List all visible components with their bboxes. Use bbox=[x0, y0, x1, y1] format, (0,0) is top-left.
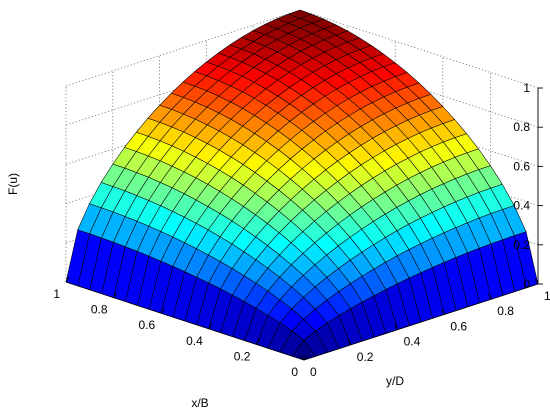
surface-face bbox=[291, 355, 305, 361]
y-tick-mark bbox=[534, 278, 539, 285]
surface-face bbox=[196, 324, 210, 330]
surface-face bbox=[397, 325, 410, 330]
surface-face bbox=[184, 320, 198, 326]
x-tick-mark bbox=[113, 292, 117, 298]
x-axis-label: x/B bbox=[191, 396, 208, 410]
grid-line bbox=[299, 9, 539, 89]
z-tick-label: 0.4 bbox=[513, 199, 530, 213]
surface-face bbox=[315, 352, 328, 357]
x-tick-label: 0 bbox=[291, 365, 298, 379]
x-tick-mark bbox=[208, 323, 213, 330]
z-tick-label: 0.2 bbox=[513, 238, 530, 252]
surface-face bbox=[137, 305, 150, 310]
grid-line bbox=[299, 48, 539, 128]
surface-face bbox=[444, 310, 457, 315]
y-tick-label: 0.8 bbox=[497, 304, 514, 318]
surface-face bbox=[373, 333, 387, 338]
y-tick-mark bbox=[394, 324, 398, 330]
y-tick-mark bbox=[300, 354, 305, 361]
z-tick-label: 0.8 bbox=[513, 120, 530, 134]
x-tick-label: 0.8 bbox=[91, 303, 108, 317]
surface-face bbox=[502, 291, 515, 296]
surface-face bbox=[420, 317, 433, 323]
surface-face bbox=[89, 289, 102, 294]
x-tick-label: 0.6 bbox=[139, 318, 156, 332]
surface-face bbox=[244, 340, 257, 345]
y-tick-mark bbox=[347, 339, 352, 346]
y-tick-label: 0.6 bbox=[450, 319, 467, 333]
surface-face bbox=[467, 302, 480, 308]
surface-face bbox=[455, 306, 469, 311]
y-tick-label: 0.4 bbox=[404, 335, 421, 349]
y-axis-label: y/D bbox=[386, 374, 404, 388]
x-tick-mark bbox=[65, 276, 70, 283]
surface-face bbox=[232, 336, 245, 341]
grid-line bbox=[65, 9, 301, 87]
tick-labels: 00.20.40.60.8100.20.40.60.8100.20.40.60.… bbox=[53, 81, 550, 379]
surface-face bbox=[172, 316, 186, 322]
surface-face bbox=[268, 348, 281, 353]
z-tick-label: 1 bbox=[523, 81, 530, 95]
z-axis-label: F(u) bbox=[6, 173, 20, 195]
surface-face bbox=[101, 293, 114, 298]
surface-face bbox=[149, 309, 162, 314]
y-tick-mark bbox=[441, 309, 445, 315]
surface-face bbox=[514, 287, 527, 292]
surface-face bbox=[77, 285, 91, 291]
y-tick-label: 1 bbox=[544, 289, 550, 303]
x-tick-mark bbox=[303, 354, 308, 361]
z-tick-label: 0 bbox=[523, 277, 530, 291]
surface-face bbox=[327, 348, 340, 353]
surface-face bbox=[362, 336, 375, 342]
surface-face bbox=[409, 321, 422, 327]
x-tick-mark bbox=[160, 307, 165, 314]
surface-face bbox=[490, 295, 504, 300]
surface-face bbox=[125, 301, 138, 306]
y-tick-label: 0 bbox=[310, 365, 317, 379]
x-tick-label: 1 bbox=[53, 287, 60, 301]
y-tick-label: 0.2 bbox=[357, 350, 374, 364]
x-tick-label: 0.4 bbox=[186, 334, 203, 348]
surface-face bbox=[220, 332, 233, 337]
surface-face bbox=[279, 351, 293, 357]
surface-face bbox=[350, 340, 363, 346]
surface-mesh bbox=[65, 9, 539, 361]
z-tick-label: 0.6 bbox=[513, 159, 530, 173]
grid-line bbox=[299, 88, 539, 167]
x-tick-mark bbox=[256, 339, 260, 345]
y-tick-mark bbox=[487, 293, 492, 300]
surface-face bbox=[303, 355, 316, 361]
x-tick-label: 0.2 bbox=[234, 349, 251, 363]
